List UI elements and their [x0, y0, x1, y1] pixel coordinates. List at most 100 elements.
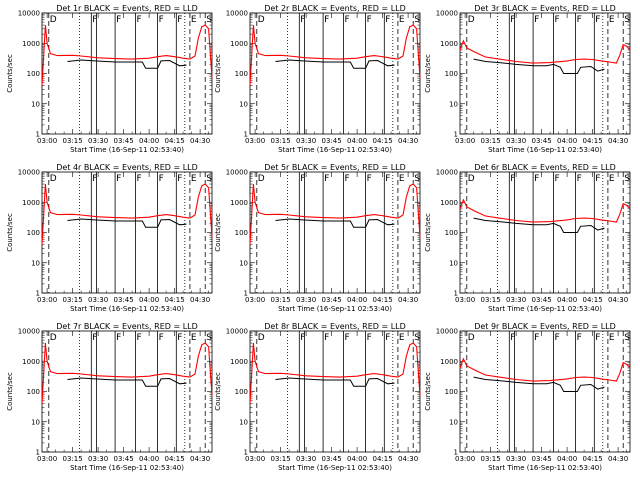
x-axis-label: Start Time (16-Sep-11 02:53:40): [488, 464, 602, 472]
x-tick-label: 03:30: [506, 455, 526, 463]
x-tick-label: 04:30: [190, 296, 210, 304]
flag-label: F: [367, 333, 372, 343]
x-tick-label: 03:00: [245, 455, 265, 463]
y-axis-label: Counts/sec: [424, 372, 432, 411]
y-tick-label: 1000: [440, 358, 458, 366]
flag-label: F: [92, 333, 97, 343]
x-tick-label: 03:45: [114, 455, 134, 463]
y-tick-label: 10000: [226, 328, 248, 336]
flag-label: F: [345, 15, 350, 25]
flag-label: F: [385, 15, 390, 25]
flag-label: F: [345, 174, 350, 184]
flag-label: F: [324, 15, 329, 25]
x-tick-label: 03:45: [114, 137, 134, 145]
panel-title: Det 8r BLACK = Events, RED = LLD: [264, 322, 406, 331]
x-tick-label: 04:00: [347, 455, 367, 463]
y-tick-label: 1000: [22, 40, 40, 48]
x-tick-label: 03:45: [322, 137, 342, 145]
flag-label: D: [468, 333, 475, 343]
flag-label: S: [206, 174, 212, 184]
y-tick-label: 10000: [18, 169, 40, 177]
flag-label: F: [159, 15, 164, 25]
flag-label: F: [177, 174, 182, 184]
flag-label: F: [300, 15, 305, 25]
panel-title: Det 7r BLACK = Events, RED = LLD: [56, 322, 198, 331]
x-tick-label: 03:00: [37, 296, 57, 304]
flag-label: F: [595, 15, 600, 25]
x-tick-label: 03:30: [88, 137, 108, 145]
y-tick-label: 10: [239, 259, 248, 267]
x-tick-label: 03:45: [114, 296, 134, 304]
plot-frame: [249, 330, 421, 453]
flag-label: E: [191, 333, 197, 343]
flag-label: F: [385, 174, 390, 184]
x-tick-label: 04:30: [608, 296, 628, 304]
panel-2: Det 2r BLACK = Events, RED = LLD 1 10 100 10…: [214, 4, 421, 154]
x-axis-label: Start Time (16-Sep-11 02:53:40): [70, 305, 184, 313]
x-tick-label: 03:00: [455, 455, 475, 463]
y-axis-label: Counts/sec: [214, 54, 222, 93]
flag-label: E: [191, 174, 197, 184]
flag-label: F: [367, 174, 372, 184]
y-tick-label: 1: [454, 290, 458, 298]
flag-label: F: [324, 174, 329, 184]
x-tick-label: 03:45: [532, 137, 552, 145]
plot-frame: [41, 12, 213, 135]
flag-label: F: [577, 333, 582, 343]
flag-label: F: [92, 174, 97, 184]
flag-label: F: [92, 15, 97, 25]
x-tick-label: 04:15: [373, 455, 393, 463]
flag-label: F: [577, 15, 582, 25]
lld-series-line: [249, 342, 421, 404]
lld-series-line: [459, 198, 631, 223]
plot-frame: [41, 171, 213, 294]
x-tick-label: 04:00: [557, 455, 577, 463]
y-tick-label: 100: [235, 70, 248, 78]
y-tick-label: 10000: [226, 169, 248, 177]
panel-8: Det 8r BLACK = Events, RED = LLD 1 10 100 10…: [214, 322, 421, 472]
flag-label: F: [555, 174, 560, 184]
x-tick-label: 04:30: [398, 137, 418, 145]
flag-label: F: [137, 174, 142, 184]
x-tick-label: 03:15: [481, 296, 501, 304]
flag-label: F: [324, 333, 329, 343]
flag-label: D: [468, 174, 475, 184]
y-tick-label: 1000: [440, 199, 458, 207]
y-tick-label: 100: [27, 70, 40, 78]
flag-label: E: [609, 174, 615, 184]
x-tick-label: 04:00: [557, 137, 577, 145]
x-axis-label: Start Time (16-Sep-11 02:53:40): [70, 464, 184, 472]
x-tick-label: 03:45: [532, 296, 552, 304]
flag-label: E: [609, 15, 615, 25]
y-tick-label: 10: [31, 259, 40, 267]
y-tick-label: 100: [445, 388, 458, 396]
panel-title: Det 3r BLACK = Events, RED = LLD: [474, 4, 616, 13]
x-tick-label: 03:45: [322, 296, 342, 304]
x-tick-label: 03:00: [245, 296, 265, 304]
flag-label: F: [116, 333, 121, 343]
lld-series-line: [41, 183, 213, 245]
flag-label: F: [510, 15, 515, 25]
flag-label: F: [555, 333, 560, 343]
x-tick-label: 04:15: [373, 137, 393, 145]
y-tick-label: 10000: [436, 328, 458, 336]
y-tick-label: 10000: [18, 10, 40, 18]
y-tick-label: 1000: [440, 40, 458, 48]
panel-title: Det 4r BLACK = Events, RED = LLD: [56, 163, 198, 172]
x-tick-label: 04:00: [557, 296, 577, 304]
panel-3: Det 3r BLACK = Events, RED = LLD 1 10 100 10…: [424, 4, 631, 154]
x-tick-label: 03:30: [296, 455, 316, 463]
y-tick-label: 1000: [22, 199, 40, 207]
x-tick-label: 03:45: [532, 455, 552, 463]
events-series-line: [67, 218, 187, 228]
flag-label: S: [206, 15, 212, 25]
x-tick-label: 04:30: [608, 137, 628, 145]
flag-label: S: [414, 15, 420, 25]
panel-6: Det 6r BLACK = Events, RED = LLD 1 10 100 10…: [424, 163, 631, 313]
x-tick-label: 03:30: [506, 137, 526, 145]
plot-frame: [459, 171, 631, 294]
lld-series-line: [459, 357, 631, 382]
x-tick-label: 03:15: [271, 137, 291, 145]
x-tick-label: 04:30: [190, 455, 210, 463]
y-tick-label: 10000: [226, 10, 248, 18]
